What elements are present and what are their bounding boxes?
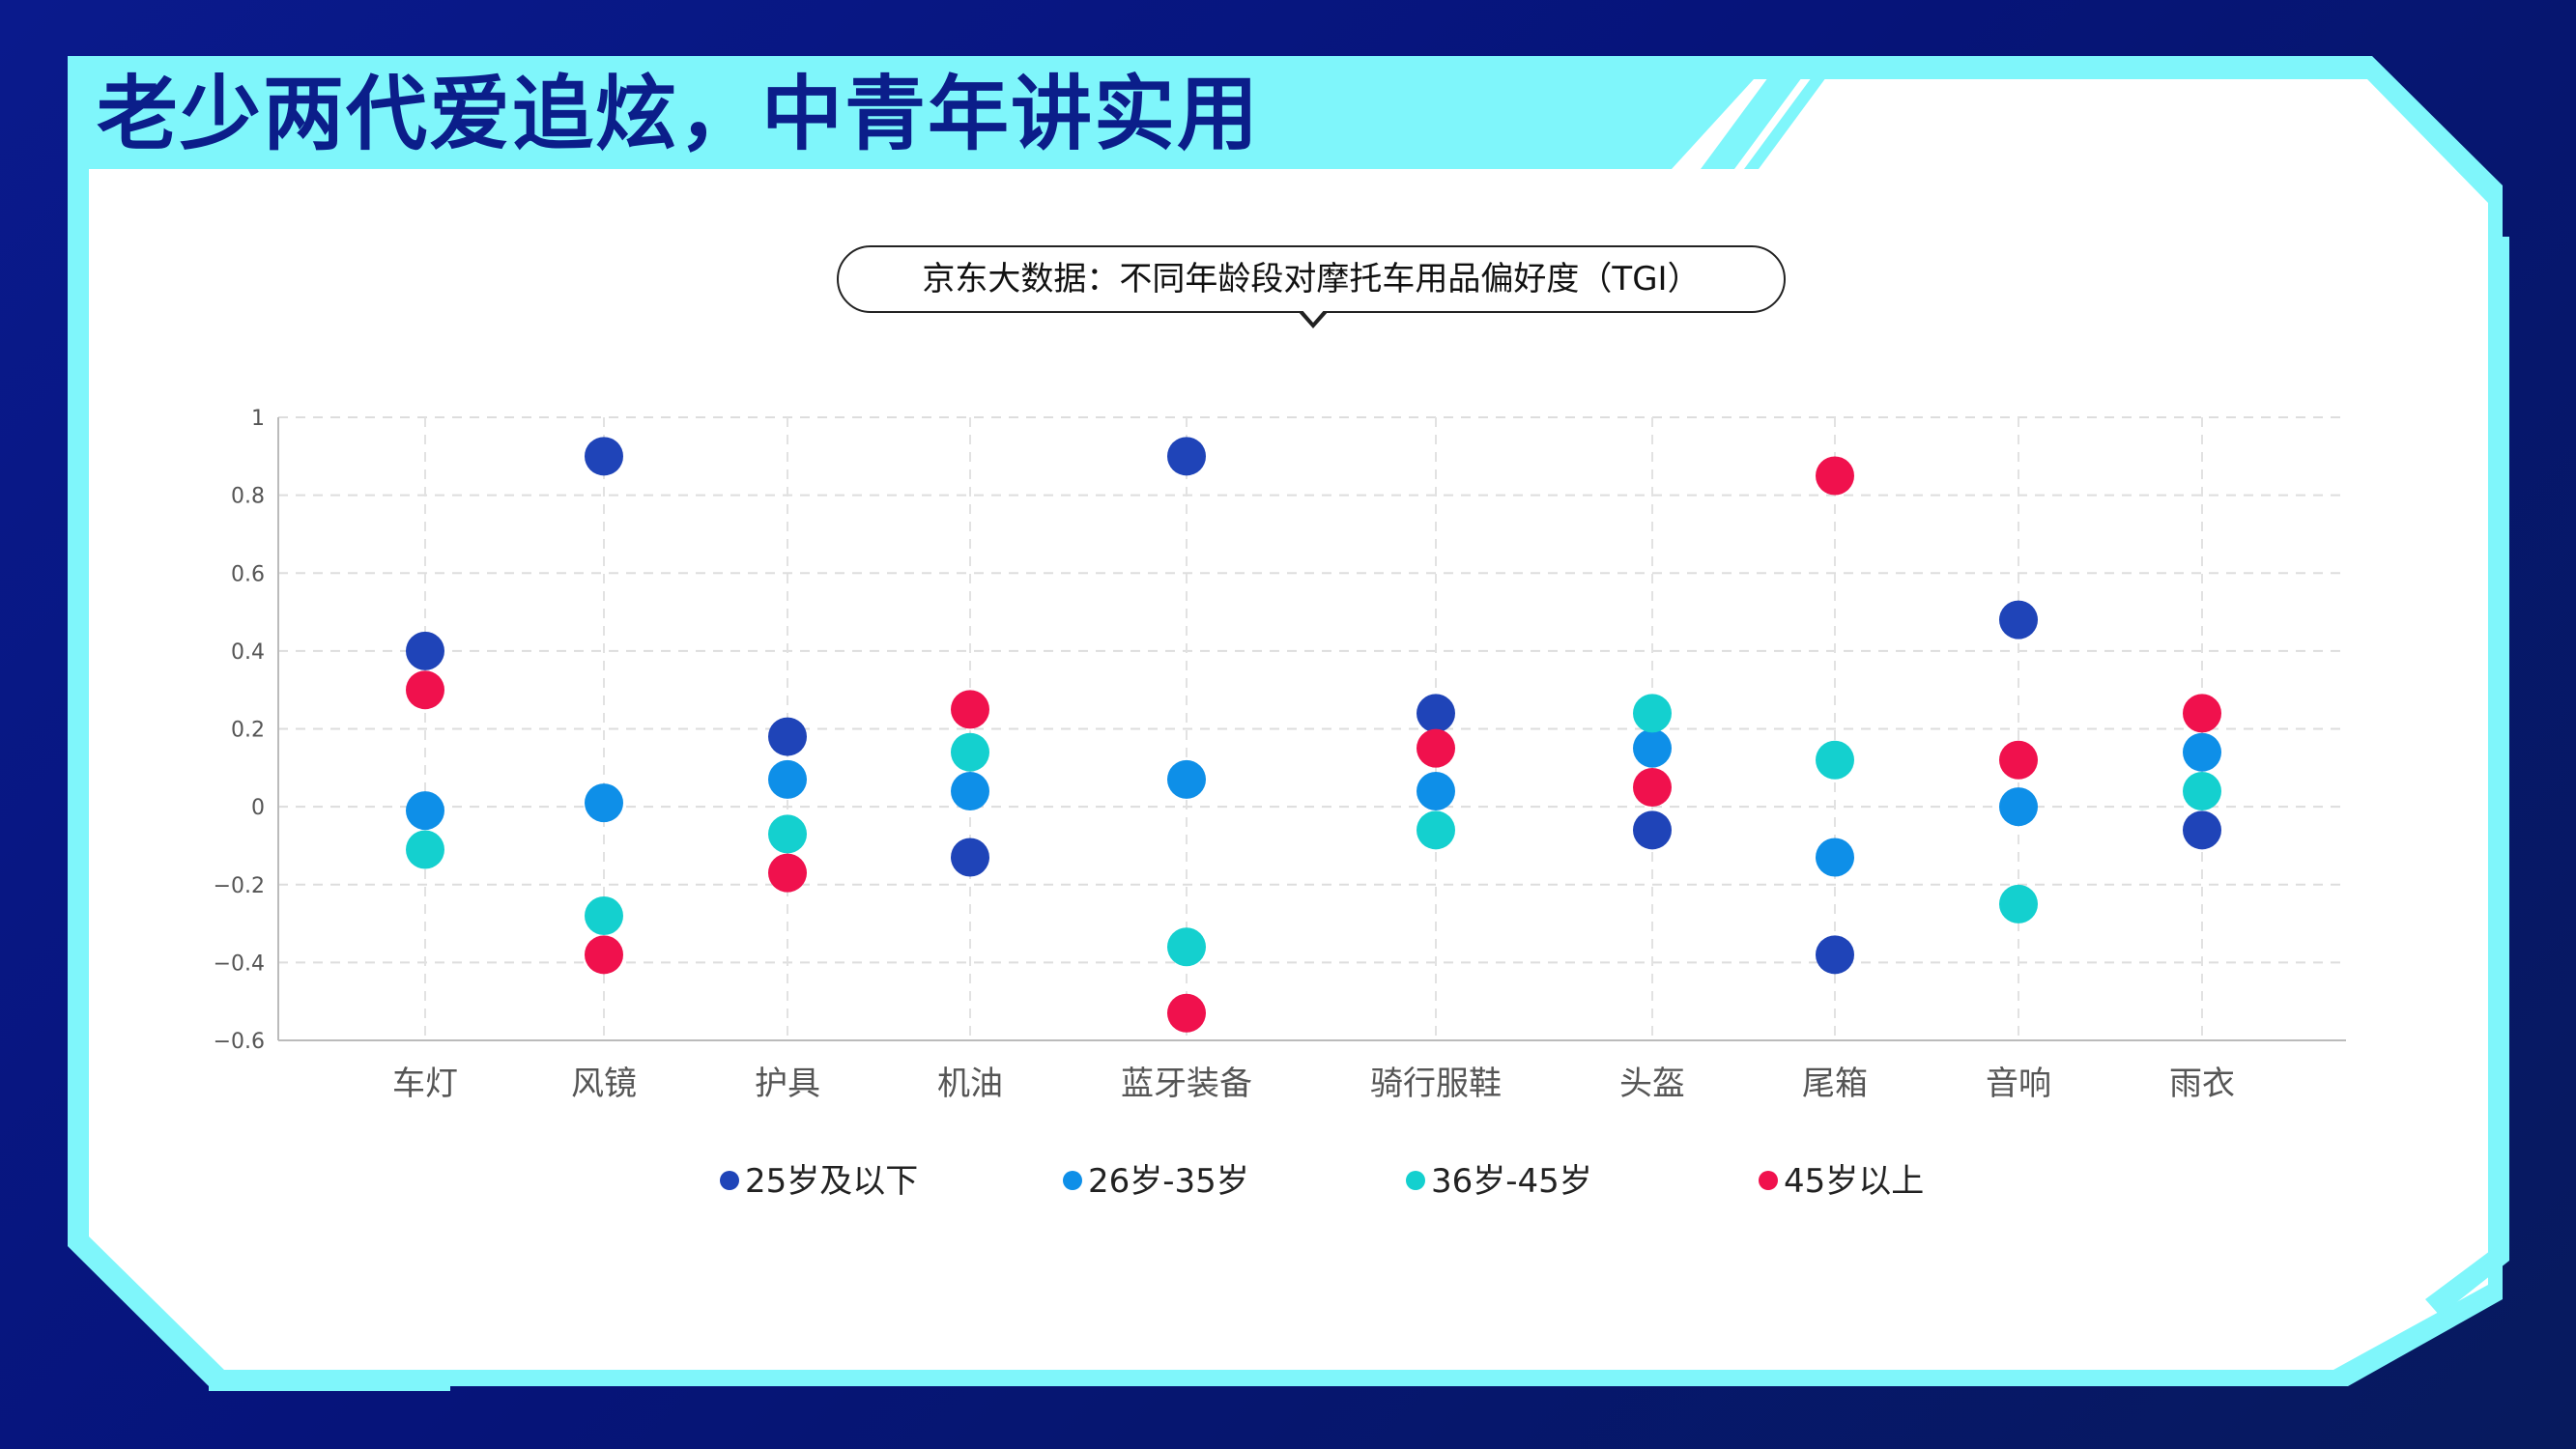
frame-stripe (1744, 77, 1826, 169)
data-point (585, 783, 623, 823)
legend-marker-icon (1063, 1170, 1082, 1190)
data-point (1167, 927, 1206, 967)
data-point (2183, 732, 2221, 772)
data-point (406, 791, 444, 831)
data-point (1633, 728, 1672, 768)
legend-item: 25岁及以下 (720, 1157, 918, 1206)
data-point (1999, 787, 2038, 827)
data-point (585, 896, 623, 935)
data-point (1417, 772, 1455, 810)
y-tick-label: 0.8 (231, 485, 265, 509)
y-tick-label: 1 (251, 407, 265, 431)
y-tick-label: 0 (251, 796, 265, 820)
data-point (1417, 694, 1455, 733)
x-tick-label: 尾箱 (1802, 1065, 1868, 1103)
data-point (406, 670, 444, 710)
legend-label: 25岁及以下 (745, 1162, 919, 1201)
data-point (1816, 935, 1854, 975)
data-point (2183, 772, 2221, 810)
frame-top-accent (68, 56, 2106, 73)
data-point (1999, 740, 2038, 780)
data-point (1167, 759, 1206, 799)
data-point (768, 853, 807, 893)
data-point (1167, 437, 1206, 476)
data-point (1816, 838, 1854, 877)
legend-marker-icon (1406, 1170, 1425, 1190)
x-tick-label: 机油 (937, 1065, 1003, 1103)
data-point (1816, 456, 1854, 496)
frame-panel (89, 79, 2488, 1370)
legend-item: 45岁以上 (1759, 1157, 1924, 1206)
data-point (2183, 694, 2221, 733)
y-tick-label: 0.2 (231, 719, 265, 743)
legend-label: 26岁-35岁 (1088, 1162, 1249, 1201)
x-tick-label: 头盔 (1619, 1065, 1685, 1103)
data-point (585, 437, 623, 476)
y-tick-label: −0.2 (214, 874, 265, 898)
data-point (1417, 810, 1455, 850)
frame-bottom-accent (209, 1370, 450, 1391)
data-point (1167, 993, 1206, 1033)
data-point (406, 830, 444, 869)
data-point (1633, 810, 1672, 850)
legend-label: 45岁以上 (1784, 1162, 1925, 1201)
data-point (951, 772, 989, 810)
data-point (951, 732, 989, 772)
data-point (1417, 728, 1455, 768)
data-point (585, 935, 623, 975)
x-tick-label: 车灯 (392, 1065, 458, 1103)
data-point (1816, 740, 1854, 780)
legend-marker-icon (1759, 1170, 1778, 1190)
legend-label: 36岁-45岁 (1431, 1162, 1592, 1201)
data-point (768, 717, 807, 756)
y-tick-label: 0.6 (231, 562, 265, 586)
data-point (1999, 884, 2038, 923)
legend-marker-icon (720, 1170, 739, 1190)
page-title: 老少两代爱追炫，中青年讲实用 (97, 67, 1261, 161)
data-point (1633, 694, 1672, 733)
y-tick-label: 0.4 (231, 640, 265, 665)
x-tick-label: 蓝牙装备 (1121, 1065, 1252, 1103)
data-point (951, 690, 989, 729)
legend-item: 26岁-35岁 (1063, 1157, 1249, 1206)
frame-corner-accent (2425, 1236, 2509, 1316)
frame-edge-accent (2488, 237, 2509, 1261)
x-tick-label: 护具 (755, 1065, 820, 1103)
data-point (406, 631, 444, 670)
x-tick-label: 风镜 (571, 1065, 637, 1103)
data-point (2183, 810, 2221, 850)
chart-title-tail (1298, 308, 1329, 328)
data-point (768, 814, 807, 854)
y-tick-label: −0.6 (214, 1030, 265, 1054)
data-point (1633, 767, 1672, 807)
frame-stripe (1701, 77, 1802, 169)
chart-legend: 25岁及以下 26岁-35岁 36岁-45岁 45岁以上 (0, 1157, 2576, 1206)
data-point (768, 759, 807, 799)
legend-item: 36岁-45岁 (1406, 1157, 1592, 1206)
x-tick-label: 音响 (1986, 1065, 2051, 1103)
data-point (1999, 600, 2038, 639)
data-point (951, 838, 989, 877)
y-tick-label: −0.4 (214, 952, 265, 976)
x-tick-label: 骑行服鞋 (1370, 1065, 1502, 1103)
x-tick-label: 雨衣 (2169, 1065, 2235, 1103)
